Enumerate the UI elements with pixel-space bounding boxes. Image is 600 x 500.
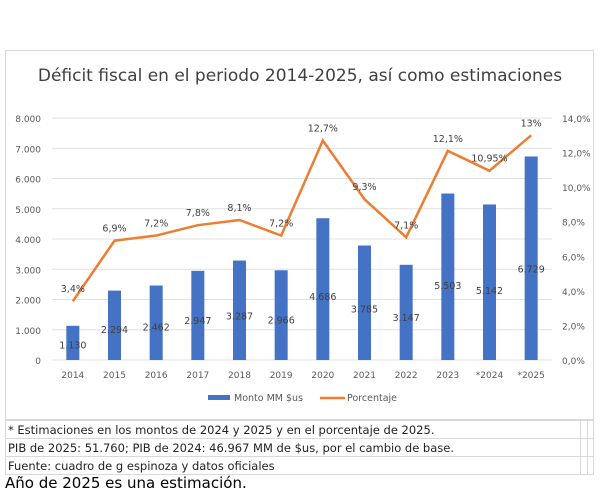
bar [316,218,330,360]
y-right-tick: 4,0% [562,288,585,298]
bar-label: 3.287 [226,311,253,322]
y-left-tick: 0 [35,357,41,367]
y-left-tick: 5.000 [15,206,41,216]
x-tick: 2015 [103,371,126,381]
y-left-tick: 6.000 [15,176,41,186]
chart-svg: Déficit fiscal en el periodo 2014-2025, … [15,66,591,404]
x-tick: 2019 [270,371,293,381]
bar-label: 3.147 [393,313,420,324]
bar [149,285,163,360]
bar-label: 2.966 [268,316,295,327]
bar-label: 4.686 [309,292,336,303]
legend-bar-label: Monto MM $us [234,393,303,404]
x-tick: *2025 [517,371,544,381]
bar [524,156,538,360]
bar-label: 2.294 [101,325,128,336]
bar [66,325,80,360]
x-tick: *2024 [476,371,504,381]
line-label: 12,1% [433,134,463,145]
note-1: * Estimaciones en los montos de 2024 y 2… [4,420,582,439]
y-left-tick: 8.000 [15,115,41,125]
line-label: 7,1% [394,220,418,231]
line-label: 7,2% [269,219,293,230]
line-label: 3,4% [61,284,85,295]
y-right-tick: 10,0% [562,184,591,194]
chart [5,50,594,420]
y-right-tick: 2,0% [562,322,585,332]
bar [483,204,496,360]
line-label: 12,7% [308,123,338,134]
y-left-tick: 2.000 [15,297,41,307]
y-right-tick: 6,0% [562,253,585,263]
x-tick: 2017 [186,371,209,381]
line-label: 7,2% [144,219,168,230]
y-left-tick: 3.000 [15,266,41,276]
bar-label: 2.462 [143,322,170,333]
bar [274,270,288,360]
caption: Año de 2025 es una estimación. [5,474,247,492]
y-right-tick: 8,0% [562,219,585,229]
x-tick: 2016 [145,371,168,381]
bar [108,290,121,360]
bar [441,193,455,360]
line-label: 7,8% [186,208,210,219]
y-left-tick: 7.000 [15,145,41,155]
x-tick: 2018 [228,371,251,381]
y-left-tick: 4.000 [15,236,41,246]
x-tick: 2023 [436,371,459,381]
bar-label: 2.947 [184,316,211,327]
bar-label: 1.130 [59,341,86,352]
bar [399,264,413,360]
line-label: 9,3% [352,182,376,193]
y-left-tick: 1.000 [15,327,41,337]
legend-bar-swatch [208,395,230,400]
bar [358,245,371,360]
chart-title: Déficit fiscal en el periodo 2014-2025, … [38,66,562,86]
x-tick: 2022 [395,371,418,381]
line-label: 6,9% [102,224,126,235]
y-right-tick: 0,0% [562,357,585,367]
line-label: 10,95% [471,154,507,165]
y-right-tick: 14,0% [562,115,591,125]
note-3: Fuente: cuadro de g espinoza y datos ofi… [4,456,582,475]
bar [233,260,246,360]
x-tick: 2014 [61,371,84,381]
bar-label: 5.503 [434,281,461,292]
notes-table: * Estimaciones en los montos de 2024 y 2… [4,420,595,475]
line-label: 8,1% [227,203,251,214]
x-tick: 2020 [311,371,334,381]
line-label: 13% [521,118,542,129]
percent-line [71,134,532,302]
y-right-tick: 12,0% [562,150,591,160]
x-tick: 2021 [353,371,376,381]
legend-line-label: Porcentaje [347,393,397,404]
bar-label: 5.142 [476,286,503,297]
bar-label: 6.729 [518,264,545,275]
bar-label: 3.785 [351,304,378,315]
bar [191,270,205,360]
note-2: PIB de 2025: 51.760; PIB de 2024: 46.967… [4,438,582,457]
